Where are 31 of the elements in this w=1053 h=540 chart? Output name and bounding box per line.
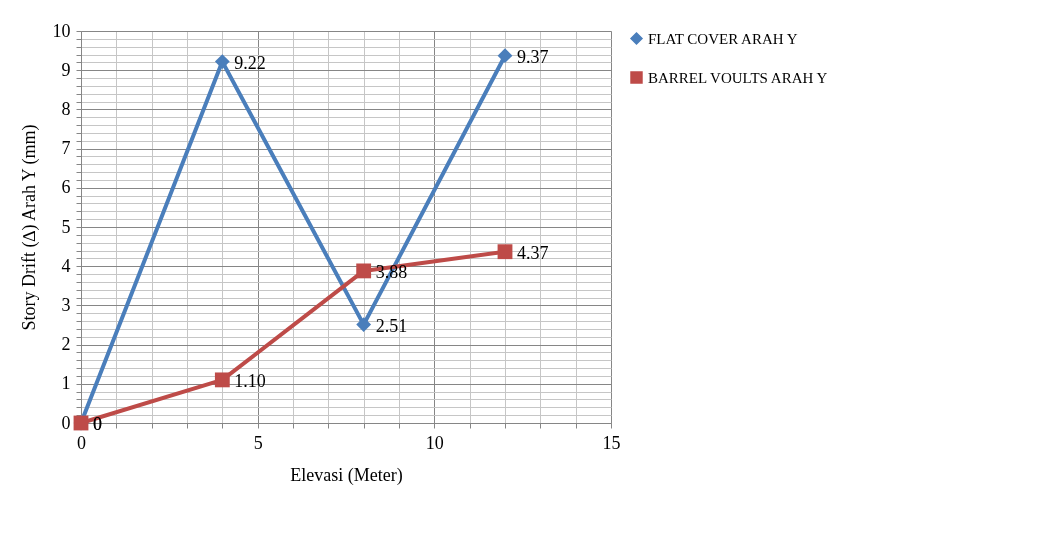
x-axis-title: Elevasi (Meter) bbox=[290, 464, 403, 486]
data-label: 9.37 bbox=[517, 46, 549, 67]
data-label: 0 bbox=[93, 414, 102, 434]
data-label: 9.22 bbox=[234, 52, 266, 73]
y-tick-label: 1 bbox=[61, 373, 71, 394]
y-tick-label: 2 bbox=[61, 334, 71, 355]
y-tick-label: 0 bbox=[61, 412, 71, 433]
data-label: 4.37 bbox=[517, 242, 549, 263]
x-tick-label: 15 bbox=[602, 432, 621, 453]
point bbox=[214, 54, 230, 69]
legend-label: BARREL VOULTS ARAH Y bbox=[648, 69, 828, 86]
point bbox=[497, 48, 513, 64]
y-tick-label: 9 bbox=[61, 59, 71, 80]
y-tick-label: 6 bbox=[61, 177, 71, 198]
x-tick-label: 10 bbox=[425, 432, 444, 453]
y-tick-label: 4 bbox=[61, 255, 71, 276]
point bbox=[356, 317, 372, 333]
y-tick-label: 5 bbox=[61, 216, 71, 237]
point bbox=[356, 263, 372, 279]
legend-label: FLAT COVER ARAH Y bbox=[648, 30, 798, 47]
data-label: 1.10 bbox=[234, 370, 266, 391]
y-tick-label: 7 bbox=[61, 138, 71, 159]
y-axis-title: Story Drift (∆) Arah Y (mm) bbox=[18, 124, 40, 331]
y-tick-label: 10 bbox=[52, 20, 71, 41]
x-tick-label: 5 bbox=[253, 432, 263, 453]
data-label: 2.51 bbox=[375, 315, 408, 336]
x-tick-label: 0 bbox=[77, 432, 86, 453]
y-tick-label: 8 bbox=[61, 98, 71, 119]
point bbox=[497, 244, 513, 260]
y-tick-label: 3 bbox=[61, 294, 71, 315]
point bbox=[214, 372, 230, 388]
